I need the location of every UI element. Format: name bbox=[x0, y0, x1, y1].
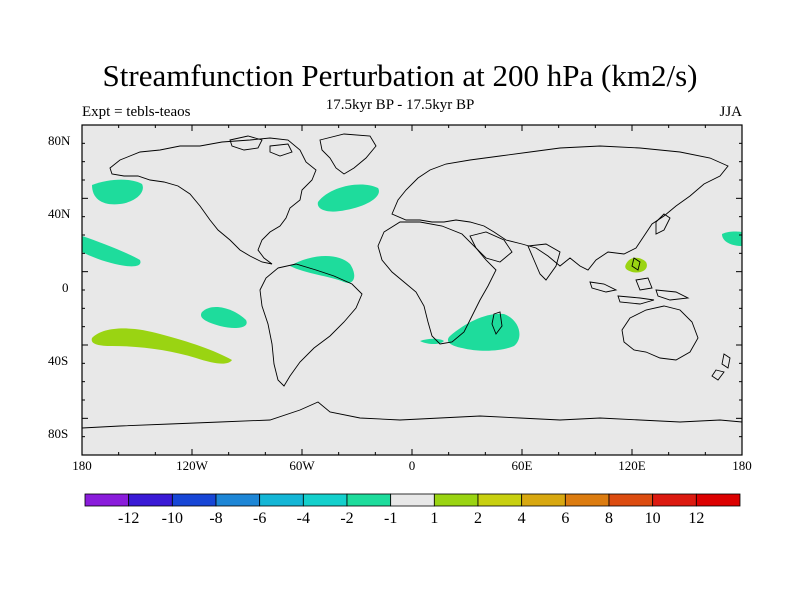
map-title: Streamfunction Perturbation at 200 hPa (… bbox=[102, 58, 698, 93]
coast-maritime-continent bbox=[589, 277, 690, 305]
anomaly-south-pacific bbox=[200, 306, 247, 328]
map-subtitle: 17.5kyr BP - 17.5kyr BP bbox=[325, 97, 475, 113]
colorbar-label: -4 bbox=[296, 510, 310, 527]
coast-arctic-islands bbox=[229, 135, 293, 157]
anomaly-caribbean bbox=[290, 255, 355, 283]
coast-north-america bbox=[109, 137, 317, 265]
colorbar-label: -1 bbox=[383, 510, 398, 527]
colorbar-swatch bbox=[564, 493, 610, 507]
coastlines bbox=[81, 133, 743, 429]
coast-eurasia bbox=[391, 145, 729, 271]
positive-anomaly-regions bbox=[91, 257, 647, 364]
colorbar-label: -10 bbox=[161, 510, 183, 527]
colorbar-swatch bbox=[477, 493, 523, 507]
colorbar-label: -8 bbox=[209, 510, 223, 527]
anomaly-west-pacific bbox=[722, 231, 742, 246]
season-label: JJA bbox=[719, 104, 742, 120]
x-tick-label: 120W bbox=[176, 458, 208, 473]
colorbar-swatch bbox=[390, 493, 435, 507]
coast-south-america bbox=[259, 263, 363, 387]
colorbar-label: 1 bbox=[430, 510, 439, 527]
colorbar-swatch bbox=[302, 493, 348, 507]
colorbar-swatch bbox=[608, 493, 654, 507]
colorbar-swatch bbox=[128, 493, 173, 507]
coast-new-zealand bbox=[711, 353, 731, 381]
coast-japan bbox=[655, 213, 671, 235]
anomaly-philippines bbox=[625, 257, 647, 273]
negative-anomaly-regions bbox=[82, 179, 742, 351]
coast-africa bbox=[377, 221, 497, 345]
colorbar-swatch bbox=[652, 493, 697, 507]
colorbar-label: 2 bbox=[474, 510, 482, 527]
x-tick-label: 0 bbox=[408, 458, 416, 473]
anomaly-north-pacific bbox=[92, 179, 143, 205]
anomaly-east-pacific-north bbox=[82, 236, 141, 267]
colorbar-swatch bbox=[521, 493, 566, 507]
y-tick-label: 80S bbox=[48, 426, 69, 441]
y-tick-label: 40N bbox=[48, 206, 71, 221]
colorbar-label: 10 bbox=[644, 510, 661, 527]
x-tick-label: 60W bbox=[289, 458, 315, 473]
coast-australia bbox=[621, 305, 699, 361]
colorbar-swatch bbox=[215, 493, 261, 507]
colorbar-swatch bbox=[346, 493, 392, 507]
coast-arabia bbox=[469, 231, 513, 263]
x-tick-label: 180 bbox=[732, 458, 752, 473]
colorbar-label: 8 bbox=[605, 510, 613, 527]
colorbar-label: -6 bbox=[252, 510, 267, 527]
coast-philippines bbox=[631, 257, 641, 271]
coast-antarctica bbox=[81, 401, 743, 429]
colorbar-label: 12 bbox=[688, 510, 705, 527]
colorbar-swatch bbox=[259, 493, 304, 507]
colorbar-swatch bbox=[695, 493, 741, 507]
y-tick-label: 0 bbox=[62, 280, 69, 295]
colorbar-label: 6 bbox=[561, 510, 570, 527]
colorbar-label: 4 bbox=[517, 510, 526, 527]
x-tick-label: 180 bbox=[72, 458, 92, 473]
anomaly-north-atlantic bbox=[317, 184, 379, 212]
coast-greenland bbox=[319, 133, 377, 175]
map-ocean-background bbox=[82, 125, 742, 455]
colorbar-swatch bbox=[433, 493, 479, 507]
x-tick-label: 60E bbox=[511, 458, 533, 473]
tick-marks bbox=[81, 124, 743, 456]
anomaly-south-atlantic bbox=[420, 338, 444, 344]
colorbar-swatch bbox=[171, 493, 217, 507]
coast-madagascar bbox=[491, 311, 503, 335]
y-tick-label: 80N bbox=[48, 133, 71, 148]
y-tick-label: 40S bbox=[48, 353, 69, 368]
experiment-label: Expt = tebls-teaos bbox=[82, 104, 191, 120]
colorbar-label: -12 bbox=[117, 510, 140, 527]
x-tick-label: 120E bbox=[618, 458, 646, 473]
colorbar-label: -2 bbox=[340, 510, 354, 527]
anomaly-south-pacific-band bbox=[91, 328, 232, 364]
coast-india bbox=[527, 243, 561, 281]
colorbar-swatch bbox=[84, 493, 130, 507]
colorbar bbox=[84, 493, 741, 507]
